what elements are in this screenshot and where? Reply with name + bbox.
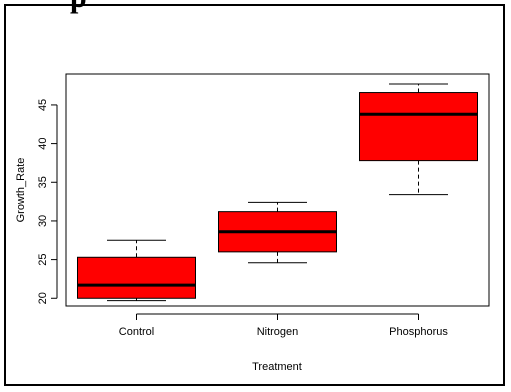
iqr-box <box>77 256 196 299</box>
y-tick-label: 35 <box>37 176 49 188</box>
y-tick-label: 25 <box>37 253 49 265</box>
iqr-box <box>359 92 478 162</box>
plot-area <box>65 73 490 307</box>
y-tick-label: 45 <box>37 99 49 111</box>
x-axis: Control Nitrogen Phosphorus <box>119 313 448 338</box>
x-tick-label-phosphorus: Phosphorus <box>389 326 448 338</box>
box-phosphorus <box>359 83 478 196</box>
y-tick-label: 30 <box>37 215 49 227</box>
box-control <box>77 239 196 302</box>
x-axis-label: Treatment <box>252 361 302 373</box>
figure-title-fragment: p <box>70 0 87 15</box>
y-tick-label: 40 <box>37 137 49 149</box>
y-axis: 20 25 30 35 40 45 <box>37 99 58 304</box>
y-axis-label: Growth_Rate <box>15 158 27 223</box>
x-tick-label-nitrogen: Nitrogen <box>257 326 299 338</box>
boxes <box>77 83 478 302</box>
y-tick-label: 20 <box>37 292 49 304</box>
x-tick-label-control: Control <box>119 326 154 338</box>
box-nitrogen <box>218 201 337 264</box>
